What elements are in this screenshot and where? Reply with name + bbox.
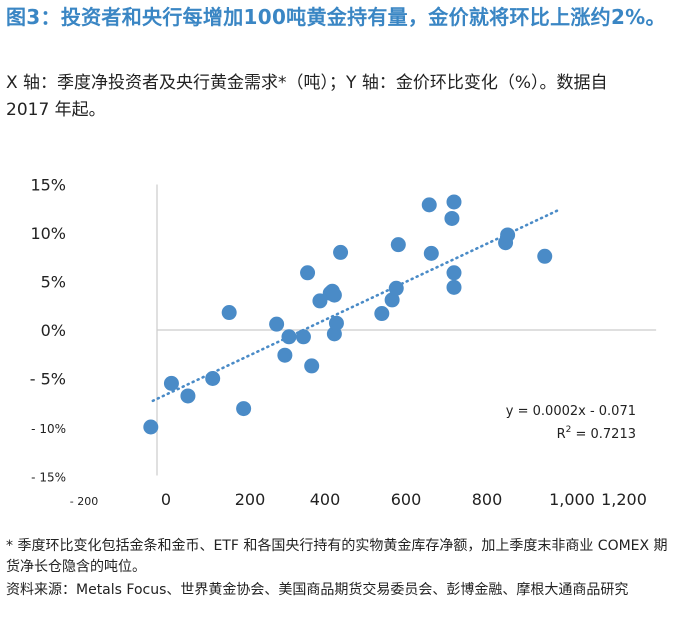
- r2-superscript: 2: [566, 425, 572, 435]
- data-point: [446, 279, 462, 295]
- data-point: [537, 248, 553, 264]
- r-squared-label: R2 = 0.7213: [557, 425, 636, 442]
- data-point: [163, 375, 179, 391]
- data-point: [333, 244, 349, 260]
- r2-value: = 0.7213: [571, 427, 636, 442]
- chart-title: 图3：投资者和央行每增加100吨黄金持有量，金价就将环比上涨约2%。: [6, 5, 666, 29]
- data-point: [328, 315, 344, 331]
- source-note: 资料来源：Metals Focus、世界黄金协会、美国商品期货交易委员会、彭博金…: [6, 582, 629, 598]
- data-point: [446, 265, 462, 281]
- data-point: [446, 194, 462, 210]
- data-point: [281, 329, 297, 345]
- x-tick-label: 600: [391, 490, 422, 509]
- scatter-chart: 15% 10% 5% 0% - 5% - 10% - 15% - 200 0 200 400 600 8…: [30, 176, 657, 509]
- data-point: [444, 210, 460, 226]
- trendline-equation: y = 0.0002x - 0.071: [506, 404, 636, 419]
- x-tick-label: 0: [161, 490, 171, 509]
- data-point: [143, 419, 159, 435]
- data-point: [300, 265, 316, 281]
- data-point: [421, 197, 437, 213]
- data-point: [180, 388, 196, 404]
- data-point: [500, 227, 516, 243]
- data-point: [304, 358, 320, 374]
- data-point: [295, 329, 311, 345]
- x-tick-label: 1,000: [549, 490, 595, 509]
- data-point: [423, 245, 439, 261]
- chart-subtitle: X 轴：季度净投资者及央行黄金需求*（吨）；Y 轴：金价环比变化（%）。数据自 …: [6, 73, 608, 120]
- y-tick-label: 0%: [41, 321, 66, 340]
- data-point: [277, 347, 293, 363]
- x-tick-label: 800: [472, 490, 503, 509]
- data-point: [390, 237, 406, 253]
- y-tick-label: 10%: [30, 224, 66, 243]
- x-tick-label: 200: [235, 490, 266, 509]
- y-tick-label: - 5%: [30, 370, 66, 389]
- x-tick-label: - 200: [70, 495, 98, 508]
- data-point: [374, 306, 390, 322]
- y-tick-label: - 10%: [31, 422, 66, 436]
- data-point: [236, 401, 252, 417]
- footnote: * 季度环比变化包括金条和金币、ETF 和各国央行持有的实物黄金库存净额，加上季…: [6, 538, 668, 575]
- y-tick-label: 5%: [41, 273, 66, 292]
- data-point: [326, 287, 342, 303]
- y-tick-label: 15%: [30, 176, 66, 195]
- data-point: [312, 293, 328, 309]
- data-point: [205, 371, 221, 386]
- data-point: [221, 305, 237, 321]
- y-tick-label: - 15%: [31, 471, 66, 485]
- x-tick-label: 1,200: [601, 490, 647, 509]
- data-point: [388, 280, 404, 296]
- trendline: [151, 208, 561, 403]
- x-tick-label: 400: [310, 490, 341, 509]
- data-point: [269, 316, 285, 332]
- data-point: [384, 292, 400, 308]
- r2-base: R: [557, 427, 566, 442]
